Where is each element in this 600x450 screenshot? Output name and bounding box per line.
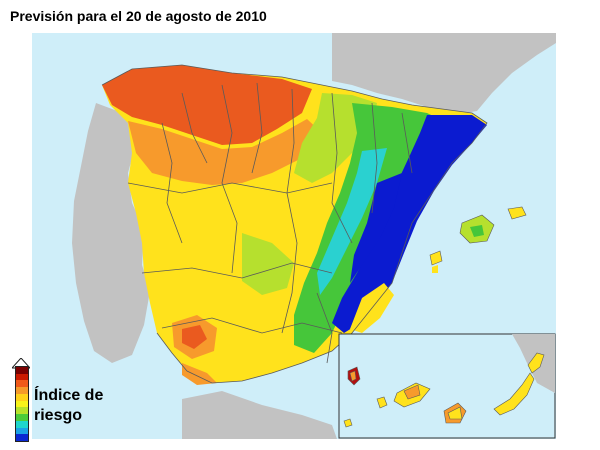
zone-north-very-high — [102, 65, 312, 145]
zone-central-low — [242, 233, 294, 295]
legend-stop — [16, 400, 28, 408]
legend-label: Índice de riesgo — [34, 386, 103, 426]
legend-stop — [16, 407, 28, 415]
legend-stop — [16, 393, 28, 401]
region-borders — [127, 82, 413, 364]
legend-stop — [16, 367, 28, 374]
africa-land — [182, 391, 337, 439]
zone-south-high — [182, 363, 217, 385]
legend-color-stops — [16, 367, 28, 441]
zone-east-blue — [332, 115, 487, 333]
legend-stop — [16, 427, 28, 435]
zone-southwest-very-high — [182, 325, 207, 349]
legend-stop — [16, 373, 28, 381]
legend-color-bar — [15, 366, 29, 442]
zone-east-cyan — [317, 148, 387, 295]
coast-outline — [101, 64, 488, 384]
zone-east-blue-inner — [350, 173, 402, 283]
legend-label-line1: Índice de — [34, 387, 104, 404]
legend-stop — [16, 414, 28, 421]
portugal-land — [72, 103, 150, 363]
balearic-islands — [429, 206, 527, 273]
legend-stop — [16, 434, 28, 441]
legend-stop — [16, 387, 28, 394]
zone-north-high — [128, 119, 322, 185]
legend-label-line2: riesgo — [34, 407, 83, 424]
map-title: Previsión para el 20 de agosto de 2010 — [10, 8, 267, 24]
france-land — [332, 33, 556, 115]
legend-stop — [16, 380, 28, 388]
risk-map — [32, 33, 556, 439]
legend-stop — [16, 420, 28, 428]
canary-islands — [343, 352, 545, 428]
